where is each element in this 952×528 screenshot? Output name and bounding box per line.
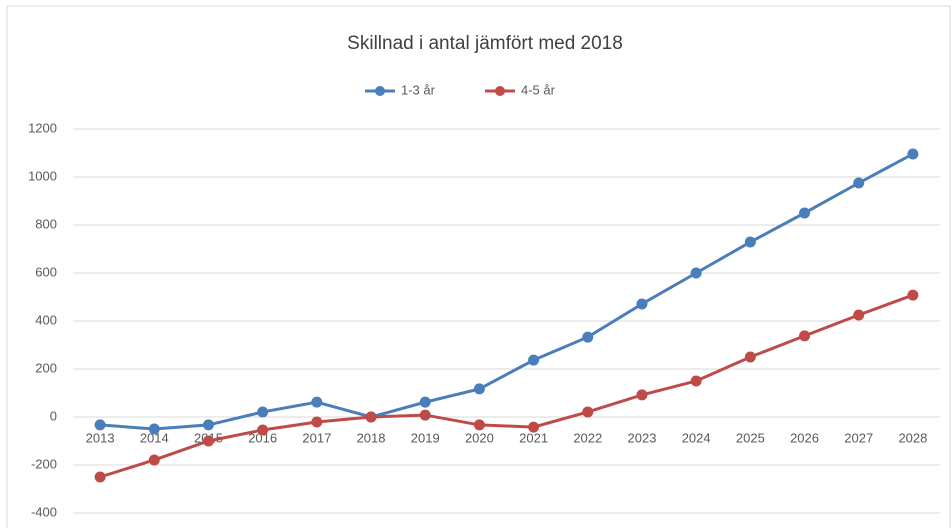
data-point	[148, 454, 160, 466]
x-tick-label: 2014	[140, 430, 169, 445]
x-tick-label: 2026	[790, 430, 819, 445]
data-point	[419, 396, 431, 408]
legend-marker	[495, 86, 505, 96]
data-point	[311, 396, 323, 408]
y-tick-label: 200	[35, 360, 57, 375]
data-point	[690, 267, 702, 279]
data-point	[257, 406, 269, 418]
data-point	[799, 207, 811, 219]
y-tick-label: -200	[31, 456, 57, 471]
data-point	[690, 375, 702, 387]
data-point	[94, 419, 106, 431]
x-tick-label: 2019	[411, 430, 440, 445]
data-point	[907, 148, 919, 160]
y-tick-label: 800	[35, 216, 57, 231]
data-point	[473, 419, 485, 431]
y-tick-label: 400	[35, 312, 57, 327]
x-tick-label: 2018	[357, 430, 386, 445]
data-point	[853, 309, 865, 321]
x-tick-label: 2025	[736, 430, 765, 445]
x-tick-label: 2027	[844, 430, 873, 445]
y-tick-label: 0	[50, 408, 57, 423]
y-tick-label: 600	[35, 264, 57, 279]
x-tick-label: 2013	[86, 430, 115, 445]
data-point	[582, 331, 594, 343]
data-point	[419, 409, 431, 421]
data-point	[744, 351, 756, 363]
data-point	[907, 289, 919, 301]
data-point	[202, 435, 214, 447]
x-tick-label: 2020	[465, 430, 494, 445]
data-point	[799, 330, 811, 342]
data-point	[94, 471, 106, 483]
legend-marker	[375, 86, 385, 96]
series-line	[99, 293, 914, 479]
series-line	[99, 152, 914, 431]
x-tick-label: 2021	[519, 430, 548, 445]
y-tick-label: 1200	[28, 120, 57, 135]
data-point	[853, 177, 865, 189]
data-point	[311, 416, 323, 428]
data-point	[148, 423, 160, 435]
x-tick-label: 2022	[573, 430, 602, 445]
x-tick-label: 2028	[898, 430, 927, 445]
data-point	[636, 389, 648, 401]
x-tick-label: 2017	[302, 430, 331, 445]
legend-label: 4-5 år	[521, 82, 556, 97]
chart-title: Skillnad i antal jämfört med 2018	[347, 33, 623, 54]
y-tick-label: -400	[31, 504, 57, 519]
data-point	[528, 421, 540, 433]
data-point	[528, 354, 540, 366]
data-point	[257, 424, 269, 436]
data-point	[744, 236, 756, 248]
data-point	[582, 406, 594, 418]
data-point	[202, 419, 214, 431]
x-tick-label: 2023	[628, 430, 657, 445]
y-tick-label: 1000	[28, 168, 57, 183]
x-tick-label: 2016	[248, 430, 277, 445]
data-point	[473, 383, 485, 395]
data-point	[365, 411, 377, 423]
chart-border	[6, 5, 951, 528]
x-tick-label: 2024	[682, 430, 711, 445]
data-point	[636, 298, 648, 310]
legend-label: 1-3 år	[401, 82, 436, 97]
